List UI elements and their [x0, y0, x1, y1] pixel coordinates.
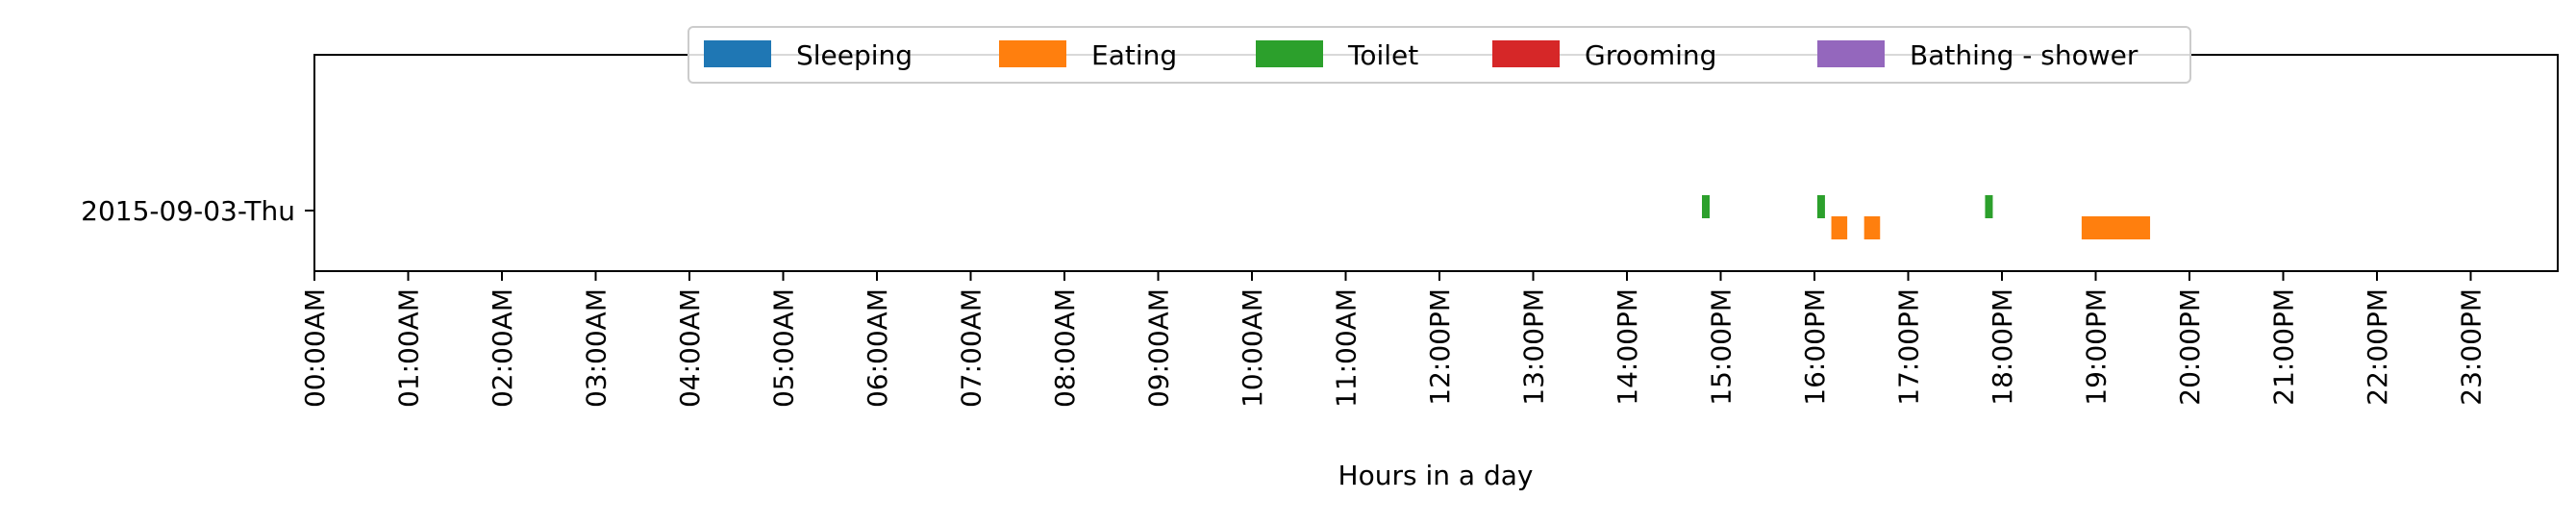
x-tick-label: 01:00AM [393, 288, 425, 408]
plot-area-frame [313, 54, 2559, 272]
legend-swatch-grooming [1492, 40, 1560, 67]
x-tick-label: 11:00AM [1331, 288, 1363, 408]
event-bar-toilet-4 [1985, 195, 1993, 218]
legend-swatch-eating [999, 40, 1066, 67]
x-tick-label: 12:00PM [1424, 288, 1456, 406]
x-tick-label: 08:00AM [1049, 288, 1081, 408]
x-tick-label: 18:00PM [1987, 288, 2018, 406]
x-tick-label: 14:00PM [1612, 288, 1643, 406]
x-tick-label: 21:00PM [2268, 288, 2300, 406]
x-tick-label: 04:00AM [674, 288, 706, 408]
x-tick-label: 13:00PM [1518, 288, 1550, 406]
x-tick-label: 17:00PM [1893, 288, 1925, 406]
x-tick-label: 19:00PM [2081, 288, 2113, 406]
x-tick-label: 23:00PM [2456, 288, 2488, 406]
legend-label-grooming: Grooming [1585, 39, 1716, 71]
event-bar-eating-5 [2081, 216, 2151, 239]
x-tick-label: 00:00AM [299, 288, 331, 408]
event-bar-toilet-0 [1702, 195, 1710, 218]
x-tick-label: 10:00AM [1237, 288, 1268, 408]
legend-label-bathing-shower: Bathing - shower [1910, 39, 2138, 71]
x-tick-label: 06:00AM [862, 288, 893, 408]
bars-layer [1702, 195, 2151, 239]
y-axis: 2015-09-03-Thu [81, 195, 314, 227]
event-bar-eating-3 [1863, 216, 1881, 239]
x-tick-label: 15:00PM [1706, 288, 1738, 406]
x-axis: 00:00AM 01:00AM 02:00AM 03:00AM 04:00AM 05:00… [299, 271, 2488, 408]
legend-label-toilet: Toilet [1347, 39, 1418, 71]
legend-swatch-bathing-shower [1817, 40, 1885, 67]
y-tick-label: 2015-09-03-Thu [81, 195, 295, 227]
legend-swatch-toilet [1256, 40, 1323, 67]
x-tick-label: 02:00AM [487, 288, 518, 408]
x-tick-label: 07:00AM [956, 288, 988, 408]
x-tick-label: 03:00AM [581, 288, 613, 408]
legend: Sleeping Eating Toilet Grooming Bathing - sh… [688, 26, 2191, 84]
x-tick-label: 09:00AM [1143, 288, 1175, 408]
x-tick-label: 05:00AM [768, 288, 800, 408]
event-bar-eating-2 [1831, 216, 1848, 239]
x-axis-title: Hours in a day [1338, 460, 1534, 491]
legend-label-sleeping: Sleeping [796, 39, 913, 71]
x-tick-label: 16:00PM [1799, 288, 1831, 406]
legend-label-eating: Eating [1091, 39, 1177, 71]
event-bar-toilet-1 [1816, 195, 1825, 218]
x-tick-label: 20:00PM [2174, 288, 2206, 406]
legend-swatch-sleeping [704, 40, 771, 67]
x-tick-label: 22:00PM [2362, 288, 2393, 406]
